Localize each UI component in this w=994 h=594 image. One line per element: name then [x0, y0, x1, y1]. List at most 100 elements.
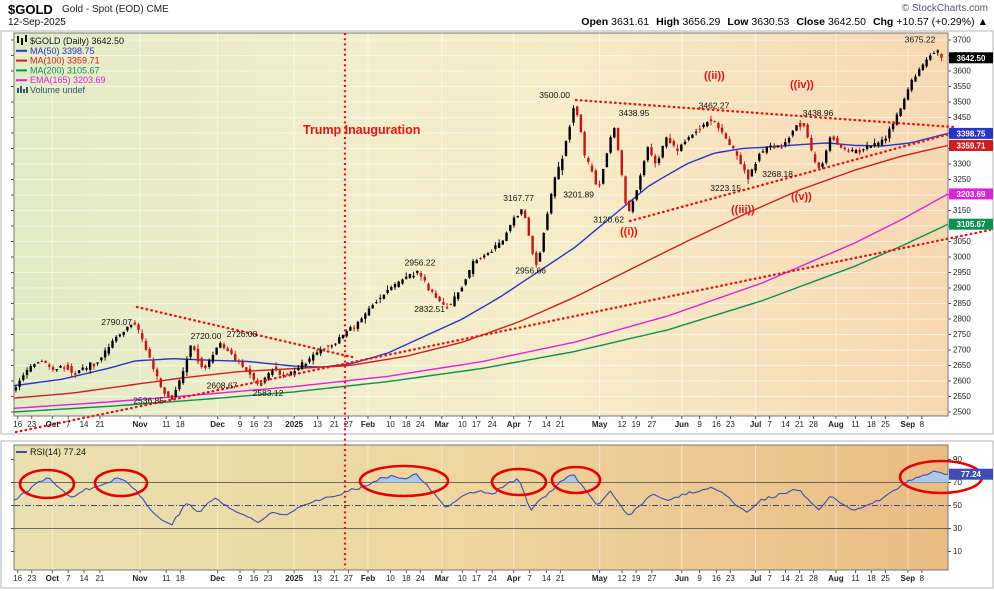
svg-text:14: 14	[542, 574, 551, 583]
svg-text:7: 7	[527, 574, 532, 583]
svg-text:3250: 3250	[953, 175, 971, 184]
svg-text:13: 13	[313, 420, 322, 429]
svg-text:3398.75: 3398.75	[957, 129, 986, 138]
rsi-value-box	[949, 468, 993, 480]
svg-text:12: 12	[618, 574, 627, 583]
elliott-wave-label: ((ii))	[704, 70, 725, 82]
svg-text:Apr: Apr	[507, 420, 521, 429]
candlestick-icon	[25, 35, 27, 42]
svg-text:Dec: Dec	[210, 420, 225, 429]
svg-text:23: 23	[726, 420, 735, 429]
panel-borders	[0, 30, 994, 589]
svg-text:2600: 2600	[953, 377, 971, 386]
svg-text:14: 14	[781, 420, 790, 429]
svg-text:25: 25	[881, 574, 890, 583]
svg-text:3600: 3600	[953, 67, 971, 76]
candlestick-icon	[17, 36, 19, 43]
svg-text:14: 14	[542, 420, 551, 429]
svg-text:Jun: Jun	[675, 420, 689, 429]
svg-text:Dec: Dec	[210, 574, 225, 583]
svg-text:2750: 2750	[953, 330, 971, 339]
legend-label: MA(100) 3359.71	[30, 56, 100, 66]
open-value: 3631.61	[611, 16, 650, 28]
svg-text:27: 27	[344, 420, 353, 429]
svg-text:8: 8	[920, 420, 925, 429]
legend-label: Volume undef	[30, 85, 86, 95]
svg-text:May: May	[592, 574, 608, 583]
svg-text:2700: 2700	[953, 346, 971, 355]
price-annotation: 3438.96	[803, 108, 834, 118]
svg-text:90: 90	[953, 455, 962, 464]
svg-text:21: 21	[95, 420, 104, 429]
close-label: Close	[796, 16, 825, 28]
svg-text:2850: 2850	[953, 299, 971, 308]
svg-text:24: 24	[416, 420, 425, 429]
svg-text:27: 27	[647, 574, 656, 583]
svg-text:3300: 3300	[953, 160, 971, 169]
svg-text:25: 25	[881, 420, 890, 429]
legend-label: EMA(165) 3203.69	[30, 75, 106, 85]
trendlines	[14, 98, 992, 434]
svg-text:3150: 3150	[953, 206, 971, 215]
svg-text:23: 23	[264, 574, 273, 583]
rsi-axis: 90 70 50 30 10 77.24	[11, 455, 993, 556]
svg-text:3105.67: 3105.67	[957, 220, 986, 229]
svg-text:3642.50: 3642.50	[957, 54, 986, 63]
svg-text:May: May	[592, 420, 608, 429]
svg-text:28: 28	[809, 574, 818, 583]
overbought-circle-annotation	[18, 468, 76, 500]
open-label: Open	[581, 16, 609, 28]
svg-text:16: 16	[250, 574, 259, 583]
rsi-legend-label: RSI(14) 77.24	[30, 447, 86, 457]
rsi-circles	[18, 459, 984, 500]
svg-text:2025: 2025	[285, 574, 303, 583]
svg-text:9: 9	[697, 420, 702, 429]
svg-text:14: 14	[781, 574, 790, 583]
svg-text:3550: 3550	[953, 82, 971, 91]
svg-text:10: 10	[458, 574, 467, 583]
wave-annotations: ((i)) ((ii)) ((iii)) ((iv)) ((v))	[620, 70, 814, 238]
svg-text:3500: 3500	[953, 98, 971, 107]
price-annotation: 2832.51	[414, 304, 445, 314]
price-annotation: 3462.27	[699, 101, 730, 111]
price-value-box	[949, 52, 993, 64]
svg-text:Aug: Aug	[828, 420, 844, 429]
trendline	[628, 131, 955, 223]
overlay-line	[13, 193, 949, 409]
high-value: 3656.29	[682, 16, 721, 28]
price-annotation: 2720.00	[191, 331, 222, 341]
svg-text:3359.71: 3359.71	[957, 141, 986, 150]
svg-text:Nov: Nov	[133, 574, 149, 583]
svg-text:2025: 2025	[285, 420, 303, 429]
svg-text:17: 17	[472, 420, 481, 429]
up-arrow-icon: ▲	[977, 16, 988, 28]
overbought-circle-annotation	[550, 465, 602, 495]
symbol: $GOLD	[8, 2, 53, 17]
price-annotation: 3500.00	[539, 90, 570, 100]
price-annotation: 2608.67	[207, 380, 238, 390]
svg-text:10: 10	[953, 547, 962, 556]
svg-text:18: 18	[402, 420, 411, 429]
svg-text:2800: 2800	[953, 315, 971, 324]
low-label: Low	[727, 16, 749, 28]
overlay-line	[13, 223, 949, 413]
low-value: 3630.53	[751, 16, 790, 28]
svg-text:Apr: Apr	[507, 574, 521, 583]
svg-text:7: 7	[767, 574, 772, 583]
svg-text:Mar: Mar	[435, 574, 449, 583]
svg-text:23: 23	[27, 574, 36, 583]
svg-text:7: 7	[527, 420, 532, 429]
price-annotation: 3675.22	[905, 35, 936, 45]
svg-text:21: 21	[330, 420, 339, 429]
svg-text:19: 19	[632, 420, 641, 429]
svg-text:21: 21	[330, 574, 339, 583]
price-annotation: 3120.62	[593, 215, 624, 225]
svg-text:17: 17	[472, 574, 481, 583]
svg-text:7: 7	[66, 420, 71, 429]
svg-text:16: 16	[13, 574, 22, 583]
svg-text:7: 7	[767, 420, 772, 429]
svg-text:Mar: Mar	[435, 420, 449, 429]
axis-value-boxes: 3642.50 3398.75 3359.71 3105.67 3203.69	[949, 52, 993, 230]
